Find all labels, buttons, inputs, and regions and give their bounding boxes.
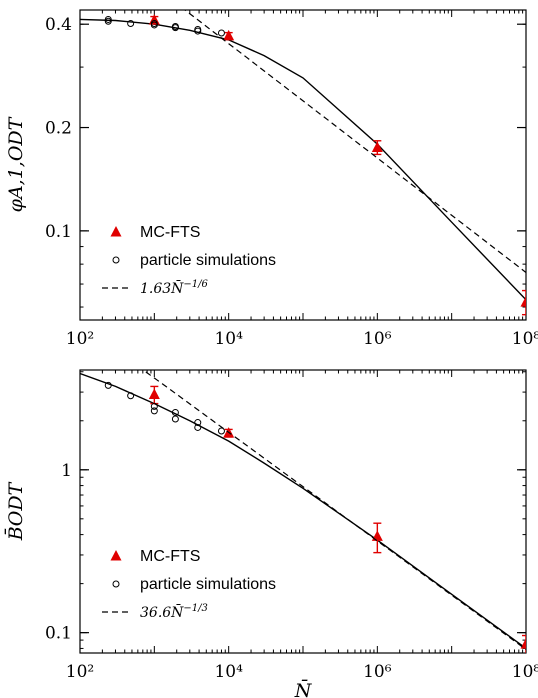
- y-axis-label: B̄ODT: [4, 481, 27, 541]
- particle-sim-point: [171, 415, 179, 423]
- legend-marker-particle: [112, 256, 120, 264]
- y-tick-label: 0.4: [45, 15, 72, 35]
- x-axis-label: N̄: [294, 679, 313, 698]
- y-tick-label: 1: [61, 461, 72, 481]
- mc-fts-point: [148, 388, 160, 399]
- particle-sim-point: [127, 19, 135, 27]
- y-axis: 0.11: [45, 371, 526, 649]
- chart-panel-1: 10² 10⁴ 10⁶ 10⁸ 0.1 0.2 0.4 φA,1,ODT MC-FTS parti…: [5, 9, 538, 349]
- legend-formula-exponent: −1/3: [183, 603, 207, 614]
- y-tick-label: 0.2: [45, 119, 72, 139]
- theory-curve: [80, 372, 526, 649]
- power-law-line: [142, 370, 526, 650]
- legend-label-mc-fts: MC-FTS: [140, 224, 200, 241]
- x-tick-label: 10⁴: [214, 329, 243, 349]
- legend-label-power-law: 1.63N̄−1/6: [140, 279, 209, 297]
- x-tick-label: 10⁶: [363, 662, 392, 682]
- theory-curve: [80, 18, 526, 301]
- mc-fts-point: [371, 141, 383, 152]
- x-tick-label: 10⁸: [512, 329, 538, 349]
- x-tick-label: 10²: [66, 662, 94, 682]
- particle-sim-point: [150, 21, 158, 29]
- legend-label-mc-fts: MC-FTS: [140, 548, 200, 565]
- legend-marker-mc-fts: [110, 226, 122, 237]
- legend-label-particle: particle simulations: [140, 576, 276, 593]
- y-tick-label: 0.1: [45, 222, 72, 242]
- mc-fts-point: [223, 29, 235, 41]
- plot-area: [80, 370, 526, 653]
- x-axis: 10² 10⁴ 10⁶ 10⁸: [66, 370, 538, 682]
- legend-label-power-law: 36.6N̄−1/3: [140, 603, 208, 621]
- particle-sim-point: [150, 402, 158, 410]
- mc-fts-point: [520, 296, 526, 307]
- particle-sim-point: [104, 381, 112, 389]
- particle-sim-point: [217, 29, 225, 37]
- x-axis: 10² 10⁴ 10⁶ 10⁸: [66, 10, 538, 349]
- particle-sim-point: [194, 419, 202, 427]
- x-tick-label: 10⁶: [363, 329, 392, 349]
- particle-sim-point: [194, 27, 202, 35]
- x-tick-label: 10⁴: [214, 662, 243, 682]
- legend-formula-base: 1.63N̄: [140, 279, 184, 297]
- x-tick-label: 10⁸: [512, 662, 538, 682]
- particle-sim-point: [217, 427, 225, 435]
- mc-fts-point: [148, 14, 160, 25]
- legend: MC-FTS particle simulations 36.6N̄−1/3: [102, 548, 276, 621]
- plot-frame: [79, 9, 527, 321]
- legend-marker-mc-fts: [110, 550, 122, 561]
- particle-sim-point: [150, 407, 158, 415]
- y-axis: 0.1 0.2 0.4: [45, 15, 526, 308]
- plot-area: [80, 10, 526, 316]
- legend-formula-base: 36.6N̄: [140, 603, 184, 621]
- legend-formula-exponent: −1/6: [183, 279, 208, 290]
- legend-label-particle: particle simulations: [140, 252, 276, 269]
- mc-fts-point: [520, 638, 526, 649]
- mc-fts-point: [371, 530, 383, 541]
- particle-sim-point: [194, 423, 202, 431]
- x-tick-label: 10²: [66, 329, 94, 349]
- power-law-line: [183, 10, 526, 273]
- particle-sim-point: [104, 15, 112, 23]
- particle-sim-point: [104, 17, 112, 25]
- y-tick-label: 0.1: [45, 624, 72, 644]
- legend: MC-FTS particle simulations 1.63N̄−1/6: [102, 224, 276, 297]
- y-axis-label: φA,1,ODT: [5, 116, 27, 212]
- particle-sim-point: [171, 24, 179, 32]
- legend-marker-particle: [112, 580, 120, 588]
- particle-sim-point: [171, 408, 179, 416]
- particle-sim-point: [127, 392, 135, 400]
